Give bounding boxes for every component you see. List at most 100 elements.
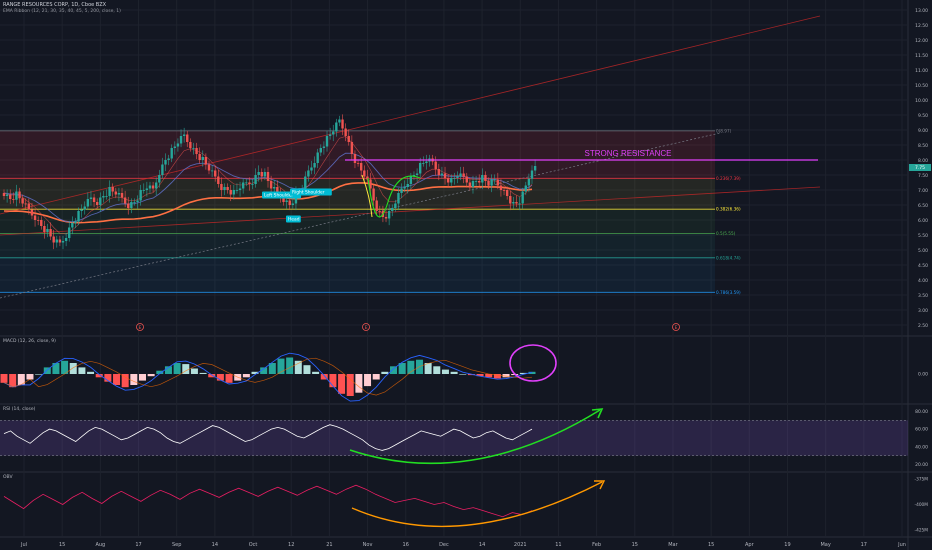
x-tick-label: Feb (592, 542, 601, 548)
candle-body (198, 154, 201, 160)
macd-histogram-bar (450, 371, 458, 374)
candle-body (148, 185, 152, 189)
candle-body (338, 119, 341, 123)
candle-body (102, 196, 105, 198)
macd-panel (0, 344, 557, 402)
event-marker (136, 323, 144, 331)
macd-histogram-bar (251, 371, 259, 374)
rsi-label: RSI (14, close) (3, 407, 36, 412)
price-tick-label: 6.00 (918, 218, 928, 224)
candle-body (453, 178, 456, 179)
macd-histogram-bar (294, 360, 302, 374)
candle-body (509, 196, 512, 204)
candle-body (173, 146, 177, 148)
x-tick-label: Jul (20, 542, 27, 548)
green-cup-curve (367, 175, 421, 218)
candle-body (214, 170, 217, 177)
chart-title: RANGE RESOURCES CORP, 1D, Cboe BZX (3, 2, 107, 8)
macd-histogram-bar (433, 366, 441, 374)
candle-body (415, 173, 419, 175)
candle-body (245, 182, 248, 184)
candle-body (46, 229, 49, 232)
lower-channel-line (0, 186, 821, 236)
fib-level-label: 0(8.97) (716, 128, 732, 133)
candle-body (446, 178, 450, 183)
candle-body (356, 163, 360, 164)
candle-body (422, 163, 425, 164)
candle-body (387, 211, 391, 219)
macd-histogram-bar (390, 366, 398, 374)
macd-histogram-bar (424, 363, 432, 374)
candle-body (478, 181, 481, 183)
current-price-value: 7.75 (915, 165, 925, 171)
price-tick-label: 5.50 (918, 233, 928, 239)
x-tick-label: Aug (95, 542, 105, 548)
macd-histogram-bar (26, 374, 34, 380)
obv-line (3, 484, 533, 518)
event-marker (362, 323, 370, 331)
candle-body (341, 119, 344, 129)
candle-body (43, 226, 46, 232)
macd-histogram-bar (138, 374, 146, 381)
candle-body (64, 238, 68, 241)
candle-body (391, 208, 394, 211)
candle-body (105, 196, 108, 197)
right-shoulder-box (290, 188, 332, 196)
price-tick-label: 4.00 (918, 278, 928, 284)
candle-body (139, 190, 142, 201)
candle-body (456, 176, 459, 178)
candle-body (33, 215, 37, 220)
x-tick-label: 17 (135, 542, 141, 548)
time-axis[interactable]: Jul 15 Aug 17 Sep 14 Oct 12 21 Nov 16 Dec 14 2021 11 Fe… (20, 542, 906, 548)
price-tick-label: 6.50 (918, 203, 928, 209)
rsi-axis-label: 20.00 (915, 462, 928, 468)
candlesticks (2, 114, 537, 250)
macd-histogram-bar (398, 363, 406, 374)
candle-body (89, 197, 93, 199)
x-tick-label: 2021 (514, 542, 527, 548)
fib-level-label: 0.382(6.36) (716, 207, 741, 212)
macd-histogram-bar (372, 374, 380, 380)
candle-body (83, 206, 86, 210)
candle-body (518, 203, 521, 205)
x-tick-label: 21 (326, 542, 332, 548)
candle-body (21, 198, 24, 204)
candle-body (359, 163, 363, 171)
macd-histogram-bar (476, 374, 484, 377)
candle-body (248, 182, 251, 184)
macd-histogram-bar (441, 369, 449, 374)
trend-channel[interactable] (0, 15, 821, 299)
macd-histogram-bar (52, 363, 60, 374)
macd-histogram-bar (9, 374, 17, 388)
candle-body (154, 182, 158, 189)
candle-body (5, 194, 9, 196)
indicator-label: EMA Ribbon (12, 21, 30, 35, 40, 45, 5, 2… (3, 9, 121, 14)
fib-retracement[interactable]: 0(8.97) 0.236(7.39) 0.382(6.36) 0.5(5.55) 0.… (0, 128, 741, 295)
macd-histogram-bar (87, 371, 95, 374)
candle-body (201, 157, 204, 160)
candle-body (481, 175, 484, 183)
macd-histogram-bar (329, 374, 337, 388)
candle-body (71, 223, 74, 228)
candle-body (12, 199, 15, 200)
candle-body (52, 236, 55, 243)
candle-body (179, 136, 183, 144)
x-tick-label: 15 (632, 542, 638, 548)
macd-histogram-bar (104, 374, 112, 382)
macd-histogram-bar (286, 357, 294, 374)
obv-panel (3, 480, 606, 528)
candle-body (195, 148, 198, 154)
candle-body (217, 176, 220, 184)
fib-level-label: 0.786(3.59) (716, 290, 741, 295)
candle-body (120, 193, 124, 198)
rsi-axis-label: 60.00 (915, 427, 928, 433)
x-tick-label: 15 (59, 542, 65, 548)
price-axis[interactable]: 13.00 12.50 12.00 11.50 11.00 10.50 10.00 9.50 9… (909, 8, 931, 534)
macd-histogram-bar (17, 374, 25, 385)
candle-body (266, 172, 270, 181)
resistance-line[interactable]: STRONG RESISTANCE (345, 149, 818, 161)
candle-body (363, 170, 366, 177)
macd-histogram-bar (216, 374, 224, 381)
candle-body (95, 202, 99, 205)
